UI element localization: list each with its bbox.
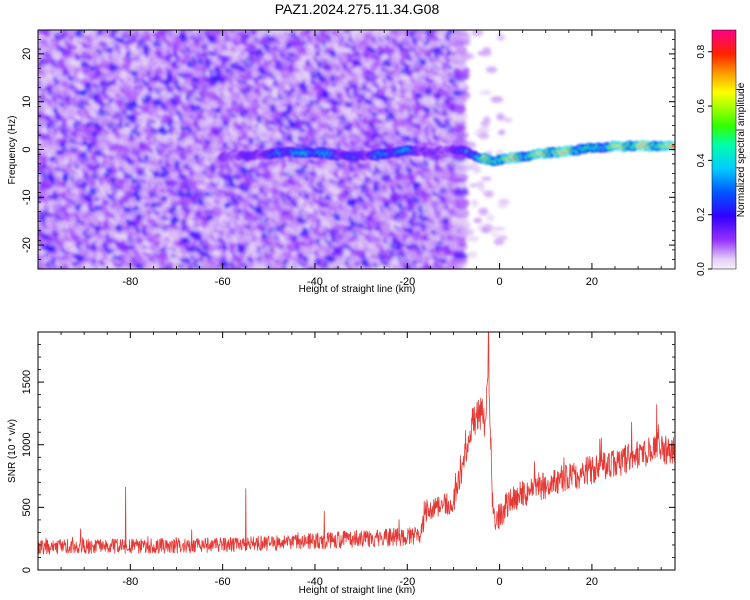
colorbar-ticks: 0.0 0.2 0.4 0.6 0.8 <box>696 44 712 276</box>
snr-frame <box>37 331 676 571</box>
spectrogram-x-tick-label: 0 <box>497 276 503 288</box>
spectrogram-signal-ridge <box>218 140 675 166</box>
snr-y-tick-label: 1500 <box>21 370 33 394</box>
figure-title: PAZ1.2024.275.11.34.G08 <box>275 1 440 17</box>
snr-x-tick-label: -80 <box>122 576 138 588</box>
spectrogram-noise-field <box>38 30 513 269</box>
snr-y-tick-label: 0 <box>21 567 33 573</box>
spectrogram-panel: -80 -60 -40 -20 0 20 -20 -10 0 10 20 Height of str… <box>7 29 676 295</box>
colorbar-tick-label: 0.4 <box>696 153 707 167</box>
snr-y-label: SNR (10 * v/v) <box>7 419 18 483</box>
snr-x-tick-label: 20 <box>586 576 598 588</box>
spectrogram-x-tick-label: -60 <box>215 276 231 288</box>
snr-panel: -80 -60 -40 -20 0 20 0 500 1000 1500 Height of st… <box>7 331 676 596</box>
snr-ticks: -80 -60 -40 -20 0 20 0 500 1000 1500 <box>21 331 675 588</box>
spectrogram-ticks: -80 -60 -40 -20 0 20 -20 -10 0 10 20 <box>21 29 675 288</box>
snr-y-tick-label: 1000 <box>21 432 33 456</box>
colorbar-tick-label: 0.0 <box>696 262 707 276</box>
spectrogram-y-label: Frequency (Hz) <box>7 116 18 185</box>
spectrogram-x-label: Height of straight line (km) <box>299 284 416 295</box>
snr-x-tick-label: 0 <box>497 576 503 588</box>
colorbar-gradient <box>711 29 737 270</box>
snr-x-tick-label: -60 <box>215 576 231 588</box>
colorbar: 0.0 0.2 0.4 0.6 0.8 Normalized spectral ampl… <box>696 29 747 276</box>
spectrogram-x-tick-label: -40 <box>307 276 323 288</box>
spectrogram-y-tick-label: 10 <box>21 96 33 108</box>
colorbar-tick-label: 0.8 <box>696 44 707 58</box>
colorbar-tick-label: 0.2 <box>696 207 707 221</box>
colorbar-label: Normalized spectral amplitude <box>736 82 747 217</box>
snr-y-tick-label: 500 <box>21 498 33 516</box>
spectrogram-y-tick-label: -20 <box>21 237 33 253</box>
spectrogram-y-tick-label: 0 <box>21 146 33 152</box>
spectrogram-y-tick-label: -10 <box>21 189 33 205</box>
colorbar-tick-label: 0.6 <box>696 99 707 113</box>
snr-x-tick-label: -40 <box>307 576 323 588</box>
snr-x-tick-label: -20 <box>399 576 415 588</box>
spectrogram-y-tick-label: 20 <box>21 48 33 60</box>
spectrogram-x-tick-label: 20 <box>586 276 598 288</box>
spectrogram-x-tick-label: -20 <box>399 276 415 288</box>
snr-x-label: Height of straight line (km) <box>299 585 416 596</box>
spectrogram-x-tick-label: -80 <box>122 276 138 288</box>
snr-series-line <box>38 332 675 555</box>
